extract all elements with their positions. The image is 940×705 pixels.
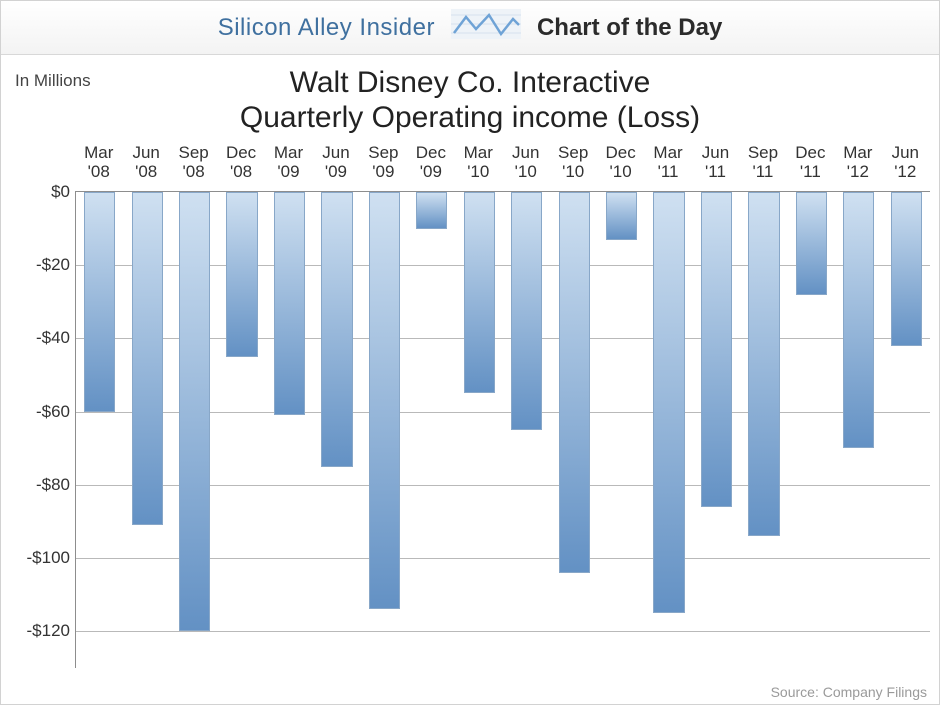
chart-title-line2: Quarterly Operating income (Loss) xyxy=(1,100,939,135)
bar xyxy=(464,192,495,393)
bar xyxy=(274,192,305,415)
bar xyxy=(226,192,257,357)
source-label: Source: Company Filings xyxy=(771,684,927,700)
bar xyxy=(559,192,590,573)
bar xyxy=(748,192,779,536)
y-tick-label: -$60 xyxy=(4,402,76,422)
feature-text: Chart of the Day xyxy=(537,14,722,42)
chart-title: Walt Disney Co. Interactive Quarterly Op… xyxy=(1,65,939,136)
plot-area: $0-$20-$40-$60-$80-$100-$120 xyxy=(75,191,930,668)
chart-frame: Silicon Alley Insider Chart of the Day I… xyxy=(0,0,940,705)
bar xyxy=(891,192,922,346)
header-bar: Silicon Alley Insider Chart of the Day xyxy=(1,1,939,55)
bar xyxy=(416,192,447,229)
bar xyxy=(796,192,827,295)
bar xyxy=(132,192,163,525)
x-axis-labels: Mar'08Jun'08Sep'08Dec'08Mar'09Jun'09Sep'… xyxy=(75,143,929,189)
gridline xyxy=(76,631,930,632)
bar xyxy=(369,192,400,609)
bar xyxy=(843,192,874,448)
bar xyxy=(606,192,637,240)
bar xyxy=(321,192,352,467)
bar xyxy=(179,192,210,631)
brand-text: Silicon Alley Insider xyxy=(218,14,435,42)
y-axis-unit-label: In Millions xyxy=(15,71,91,91)
y-tick-label: -$120 xyxy=(4,621,76,641)
y-tick-label: -$100 xyxy=(4,548,76,568)
y-tick-label: $0 xyxy=(4,182,76,202)
chart-title-line1: Walt Disney Co. Interactive xyxy=(1,65,939,100)
y-tick-label: -$20 xyxy=(4,255,76,275)
chart-logo-icon xyxy=(451,9,521,46)
bar xyxy=(511,192,542,430)
bar xyxy=(701,192,732,507)
chart-area: Mar'08Jun'08Sep'08Dec'08Mar'09Jun'09Sep'… xyxy=(75,143,929,683)
bar xyxy=(84,192,115,412)
bar xyxy=(653,192,684,613)
y-tick-label: -$80 xyxy=(4,475,76,495)
y-tick-label: -$40 xyxy=(4,328,76,348)
